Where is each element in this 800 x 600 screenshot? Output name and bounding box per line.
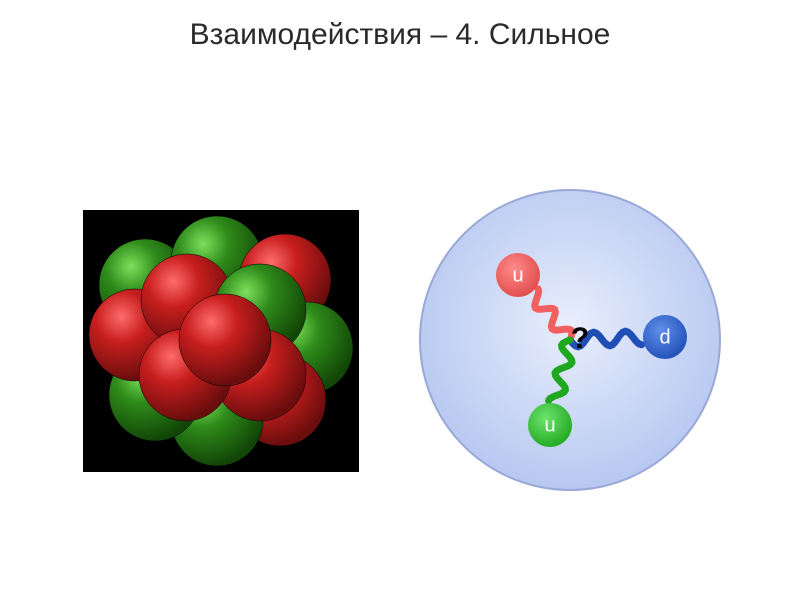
quark-label: u xyxy=(512,264,523,286)
quark-label: d xyxy=(659,326,670,348)
question-mark: ? xyxy=(571,322,589,355)
quark-label: u xyxy=(544,414,555,436)
diagram-stage: ? u d u xyxy=(0,0,800,600)
diagram-svg: ? u d u xyxy=(0,0,800,600)
nucleon-sphere xyxy=(179,294,271,386)
quark-diagram: ? u d u xyxy=(420,190,720,490)
nucleus-diagram xyxy=(83,210,359,472)
